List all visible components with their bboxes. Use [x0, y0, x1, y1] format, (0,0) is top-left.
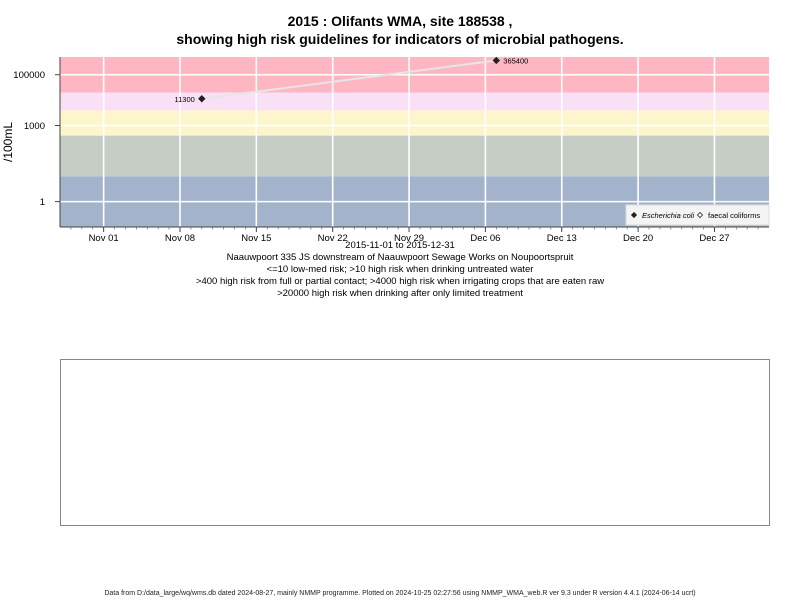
bacteria-chart: 11300 365400 1 1000 100000 Nov 01 Nov 08 Nov 1… — [1, 56, 770, 244]
series-line-0 — [201, 59, 497, 100]
empty-plot-panel — [60, 359, 770, 526]
data-point — [198, 95, 206, 103]
chart-subtitle: showing high risk guidelines for indicat… — [176, 31, 624, 47]
y-tick-label-0: 1 — [40, 197, 45, 208]
y-tick-label-2: 100000 — [13, 70, 45, 81]
x-tick-label-0: Nov 01 — [89, 233, 119, 244]
series-layer: 11300 365400 — [174, 56, 528, 103]
y-axis-label: /100mL — [1, 122, 15, 162]
data-point — [492, 56, 501, 65]
date-range: 2015-11-01 to 2015-12-31 — [345, 240, 455, 251]
guideline-line-3: >20000 high risk when drinking after onl… — [277, 288, 523, 299]
grid-lines — [60, 57, 769, 227]
guideline-line-2: >400 high risk from full or partial cont… — [195, 276, 605, 287]
x-tick-label-5: Dec 06 — [470, 233, 500, 244]
risk-band-1 — [60, 135, 769, 177]
legend: Escherichia coli faecal coliforms — [625, 204, 770, 226]
axes: 1 1000 100000 Nov 01 Nov 08 Nov 15 Nov 22 Nov 2… — [13, 57, 769, 244]
legend-marker-1 — [696, 211, 704, 219]
x-tick-label-2: Nov 15 — [241, 233, 271, 244]
x-tick-label-3: Nov 22 — [318, 233, 348, 244]
legend-label-0: Escherichia coli — [642, 211, 694, 220]
footer-note: Data from D:/data_large/wq/wms.db dated … — [104, 590, 696, 597]
x-tick-label-6: Dec 13 — [547, 233, 577, 244]
risk-band-2 — [60, 110, 769, 136]
chart-title: 2015 : Olifants WMA, site 188538 , — [287, 13, 513, 29]
risk-band-3 — [60, 92, 769, 111]
x-tick-label-7: Dec 20 — [623, 233, 653, 244]
guideline-line-1: <=10 low-med risk; >10 high risk when dr… — [266, 264, 534, 275]
data-label: 365400 — [503, 56, 528, 65]
x-tick-label-8: Dec 27 — [699, 233, 729, 244]
site-description: Naauwpoort 335 JS downstream of Naauwpoo… — [226, 252, 574, 263]
x-tick-label-1: Nov 08 — [165, 233, 195, 244]
legend-label-1: faecal coliforms — [708, 211, 760, 220]
y-tick-label-1: 1000 — [24, 121, 45, 132]
legend-marker-0 — [630, 211, 638, 219]
x-tick-label-4: Nov 29 — [394, 233, 424, 244]
data-label: 11300 — [174, 95, 194, 104]
